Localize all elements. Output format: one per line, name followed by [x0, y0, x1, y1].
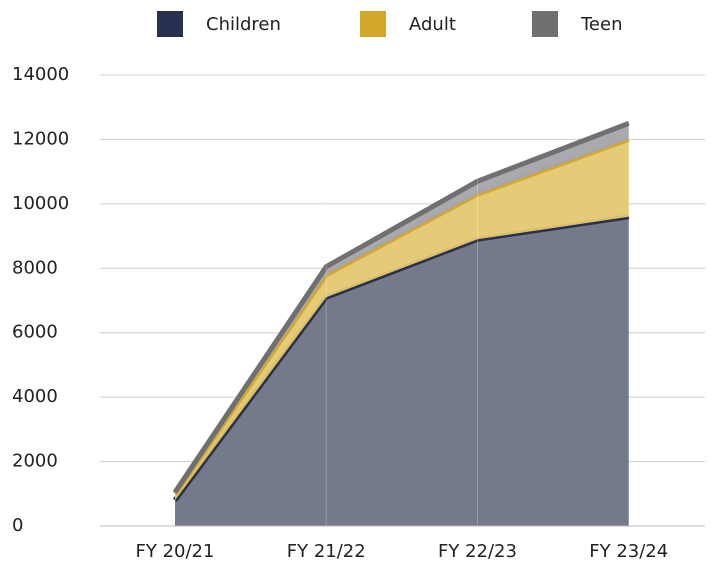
y-tick-label: 10000: [12, 193, 69, 214]
legend-swatch: [532, 11, 558, 37]
y-tick-label: 4000: [12, 386, 58, 407]
y-tick-label: 14000: [12, 64, 69, 85]
line: [172, 137, 630, 496]
x-tick-label: FY 20/21: [136, 541, 215, 562]
y-tick-label: 0: [12, 515, 23, 536]
x-tick-label: FY 22/23: [438, 541, 517, 562]
area: [175, 139, 629, 501]
y-tick-label: 2000: [12, 451, 58, 472]
x-tick-label: FY 23/24: [589, 541, 668, 562]
legend-swatch: [157, 11, 183, 37]
y-tick-label: 12000: [12, 128, 69, 149]
legend-swatch: [360, 11, 386, 37]
x-tick-label: FY 21/22: [287, 541, 366, 562]
area: [175, 216, 629, 526]
legend-label: Adult: [409, 14, 456, 35]
line: [172, 214, 630, 502]
y-tick-label: 8000: [12, 257, 58, 278]
legend-label: Children: [206, 14, 281, 35]
y-tick-label: 6000: [12, 322, 58, 343]
legend-label: Teen: [580, 14, 623, 35]
line: [172, 120, 630, 494]
